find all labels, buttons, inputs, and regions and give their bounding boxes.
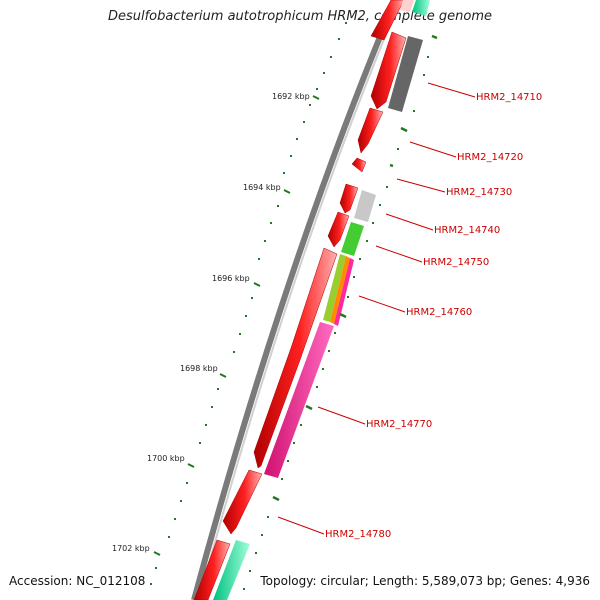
gene-label-hrm2-14750[interactable]: HRM2_14750 — [423, 257, 489, 268]
tick-label: 1698 kbp — [180, 364, 218, 373]
gene-arrow[interactable] — [222, 469, 263, 535]
gene-block-olive[interactable] — [323, 254, 346, 322]
gene-block-orange[interactable] — [330, 256, 350, 324]
gene-arrow[interactable] — [351, 157, 367, 173]
backbone-inner-line — [198, 9, 397, 600]
backbone-outer-line — [191, 8, 394, 600]
tick-label: 1700 kbp — [147, 454, 185, 463]
gene-label-hrm2-14740[interactable]: HRM2_14740 — [434, 225, 500, 236]
gene-block-green[interactable] — [341, 222, 364, 256]
gene-label-hrm2-14780[interactable]: HRM2_14780 — [325, 529, 391, 540]
gene-block-pink[interactable] — [264, 322, 334, 478]
tick-label: 1696 kbp — [212, 274, 250, 283]
gene-block-gray[interactable] — [388, 36, 423, 112]
gene-block-light-gray[interactable] — [354, 190, 376, 222]
gene-block-magenta[interactable] — [334, 258, 354, 326]
gene-label-hrm2-14770[interactable]: HRM2_14770 — [366, 419, 432, 430]
reverse-track-dots — [243, 56, 429, 590]
tick-label: 1692 kbp — [272, 92, 310, 101]
tick-label: 1702 kbp — [112, 544, 150, 553]
cog-color-track — [213, 0, 430, 600]
forward-genes-track — [193, 0, 407, 600]
gene-label-hrm2-14760[interactable]: HRM2_14760 — [406, 307, 472, 318]
label-leader-lines — [277, 82, 476, 535]
gene-arrow[interactable] — [339, 183, 359, 214]
topology-text: Topology: circular; Length: 5,589,073 bp… — [260, 574, 590, 588]
gene-label-hrm2-14720[interactable]: HRM2_14720 — [457, 152, 523, 163]
gene-arrow[interactable] — [370, 31, 407, 110]
accession-text: Accession: NC_012108 — [9, 574, 146, 588]
gene-arrow[interactable] — [370, 0, 405, 41]
scale-major-ticks — [153, 95, 320, 556]
gene-block-mint[interactable] — [412, 0, 430, 16]
gene-label-hrm2-14730[interactable]: HRM2_14730 — [446, 187, 512, 198]
gene-arrow[interactable] — [327, 211, 350, 248]
gene-arrow[interactable] — [357, 107, 384, 154]
reverse-track-ticks — [272, 34, 438, 502]
scale-dots — [150, 22, 347, 585]
scale-tick-labels: 1692 kbp 1694 kbp 1696 kbp 1698 kbp 1700… — [112, 92, 310, 553]
gene-block-mint[interactable] — [213, 540, 250, 600]
gene-labels: HRM2_14710 HRM2_14720 HRM2_14730 HRM2_14… — [325, 92, 542, 540]
tick-label: 1694 kbp — [243, 183, 281, 192]
gene-block-white[interactable] — [400, 0, 414, 12]
gene-arrow[interactable] — [193, 539, 231, 600]
gene-arrow[interactable] — [253, 247, 338, 469]
gene-label-hrm2-14710[interactable]: HRM2_14710 — [476, 92, 542, 103]
